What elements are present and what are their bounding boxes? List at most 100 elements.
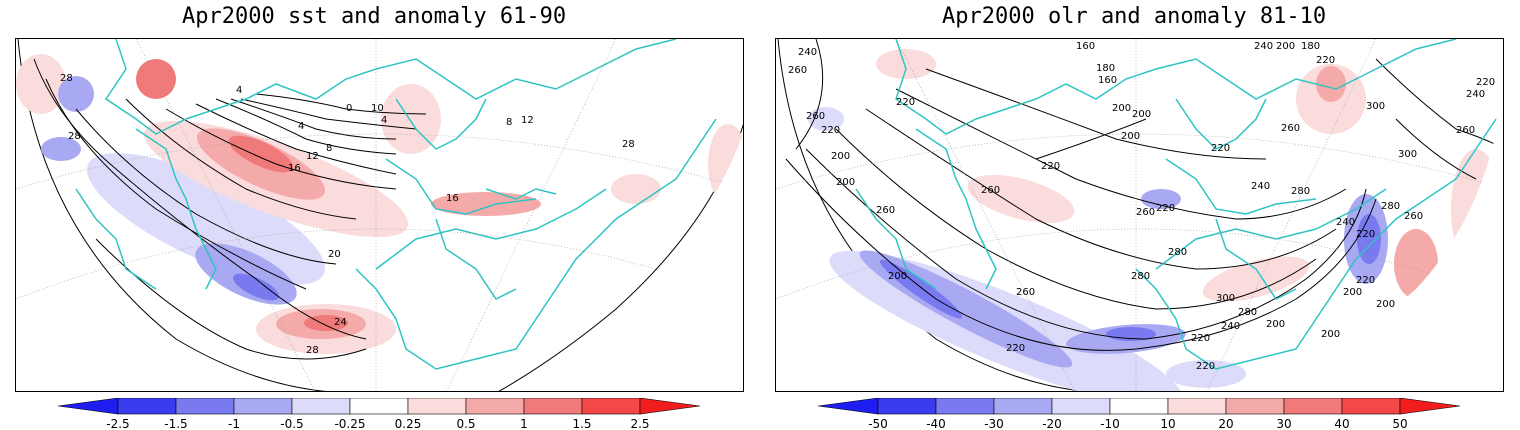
sst-anomaly-gulf-red-deep (228, 135, 294, 173)
sst-contour-label: 0 (346, 103, 352, 114)
olr-contour-label: 260 (1281, 123, 1300, 134)
olr-contour-label: 300 (1366, 101, 1385, 112)
sst-contour-label: 28 (622, 139, 635, 150)
olr-contour-label: 220 (821, 125, 840, 136)
olr-colorbar-segment (1109, 398, 1169, 415)
olr-contour-label: 240 (1221, 321, 1240, 332)
olr-contour-label: 200 (1112, 103, 1131, 114)
olr-contour-label: 280 (1131, 271, 1150, 282)
sst-colorbar-segment (175, 398, 235, 415)
olr-colorbar-label: -40 (926, 417, 946, 430)
olr-contour-label: 200 (1376, 299, 1395, 310)
sst-anomaly-arctic-red (381, 84, 441, 154)
sst-colorbar-label: 1 (520, 417, 528, 430)
sst-contour-labels: 28 28 4 0 10 4 4 8 12 16 16 12 8 20 24 2… (60, 73, 635, 356)
olr-contours (785, 39, 1503, 351)
olr-colorbar-segment (1283, 398, 1343, 415)
olr-contour-label: 300 (1398, 149, 1417, 160)
olr-contour-label: 220 (1356, 229, 1375, 240)
olr-anomaly-blue-band-deep (879, 259, 963, 319)
sst-contour-label: 28 (68, 131, 81, 142)
sst-map-canvas: 28 28 4 0 10 4 4 8 12 16 16 12 8 20 24 2… (16, 39, 743, 391)
olr-contour-label: 200 (1121, 131, 1140, 142)
olr-contour-label: 180 (1301, 41, 1320, 52)
olr-colorbar-segment (1167, 398, 1227, 415)
sst-colorbar-label: 0.5 (456, 417, 475, 430)
olr-contour-label: 200 (1321, 329, 1340, 340)
olr-contour-label: 200 (1276, 41, 1295, 52)
sst-contour-label: 16 (288, 163, 301, 174)
sst-contours (33, 58, 427, 360)
olr-contour-label: 280 (1168, 247, 1187, 258)
olr-colorbar-segment (1225, 398, 1285, 415)
sst-colorbar-segment (233, 398, 293, 415)
sst-colorbar-label: -1 (228, 417, 240, 430)
sst-colorbar-segment (639, 398, 701, 415)
olr-colorbar-label: -50 (868, 417, 888, 430)
sst-contour-label: 4 (236, 85, 242, 96)
sst-contour-label: 12 (306, 151, 319, 162)
olr-contour-label: 220 (1356, 275, 1375, 286)
sst-contour-label: 12 (521, 115, 534, 126)
sst-colorbar-segment (465, 398, 525, 415)
sst-contour-label: 8 (326, 143, 332, 154)
olr-colorbar-label: 40 (1334, 417, 1349, 430)
olr-colorbar-segment (818, 398, 879, 415)
olr-anomaly-blue-small (1141, 189, 1181, 209)
sst-colorbar-segment (58, 398, 119, 415)
olr-contour-label: 220 (1006, 343, 1025, 354)
olr-panel: Apr2000 olr and anomaly 81-10 (760, 0, 1520, 430)
olr-contour-label: 220 (896, 97, 915, 108)
olr-anomaly-red-far-east (1451, 149, 1501, 269)
olr-contour-label: 200 (1343, 287, 1362, 298)
olr-colorbar-label: -10 (1100, 417, 1120, 430)
olr-colorbar-label: -30 (984, 417, 1004, 430)
olr-anomaly-red-south (1202, 256, 1310, 302)
olr-contour-label: 240 (1251, 181, 1270, 192)
olr-contour-label: 220 (1156, 203, 1175, 214)
sst-anomaly-india-red (611, 174, 661, 204)
sst-coastlines (75, 39, 717, 370)
olr-colorbar-segment (1051, 398, 1111, 415)
sst-colorbar-segment (581, 398, 641, 415)
olr-contour-labels: 240 260 220 200 160 180 160 200 200 240 … (788, 41, 1495, 372)
olr-contour-label: 260 (1136, 207, 1155, 218)
olr-contour-label: 200 (1132, 109, 1151, 120)
sst-colorbar-label: 2.5 (630, 417, 649, 430)
olr-contour-label: 220 (1476, 77, 1495, 88)
olr-contour-label: 240 (1466, 89, 1485, 100)
olr-anomaly-red-ne-core (1316, 66, 1346, 102)
olr-contour-label: 280 (1381, 201, 1400, 212)
sst-colorbar-label: -0.25 (334, 417, 365, 430)
sst-colorbar-label: -0.5 (280, 417, 303, 430)
sst-colorbar-segment (117, 398, 177, 415)
sst-colorbar-label: -1.5 (164, 417, 187, 430)
sst-anomaly-atlantic-blue-deep (233, 273, 279, 301)
sst-anomaly-africa-red-deep (304, 315, 348, 331)
sst-contour-label: 28 (60, 73, 73, 84)
sst-colorbar-label: 1.5 (572, 417, 591, 430)
sst-contour-label: 20 (328, 249, 341, 260)
olr-contour-label: 220 (1211, 143, 1230, 154)
olr-map-canvas: 240 260 220 200 160 180 160 200 200 240 … (776, 39, 1503, 391)
olr-contour-label: 300 (1216, 293, 1235, 304)
sst-contour-label: 10 (371, 103, 384, 114)
sst-colorbar-label: 0.25 (395, 417, 422, 430)
sst-colorbar-segment (291, 398, 351, 415)
olr-colorbar-label: -20 (1042, 417, 1062, 430)
sst-map-boundary (17, 39, 327, 391)
olr-colorbar-label: 30 (1276, 417, 1291, 430)
olr-contour-label: 180 (1096, 63, 1115, 74)
sst-colorbar: -2.5 -1.5 -1 -0.5 -0.25 0.25 0.5 1 1.5 2… (58, 398, 701, 430)
sst-anomaly-pacific-blue (58, 76, 94, 112)
olr-contour-label: 220 (1191, 333, 1210, 344)
olr-anomaly-red-se (1394, 229, 1438, 299)
sst-panel-title: Apr2000 sst and anomaly 61-90 (182, 4, 567, 29)
sst-map: 28 28 4 0 10 4 4 8 12 16 16 12 8 20 24 2… (15, 38, 744, 392)
sst-contour-label: 4 (381, 115, 387, 126)
olr-contour-label: 260 (1404, 211, 1423, 222)
olr-map: 240 260 220 200 160 180 160 200 200 240 … (775, 38, 1504, 392)
olr-contour-label: 280 (1291, 186, 1310, 197)
olr-anomaly-red-central (967, 175, 1075, 223)
olr-coastlines (855, 39, 1497, 370)
